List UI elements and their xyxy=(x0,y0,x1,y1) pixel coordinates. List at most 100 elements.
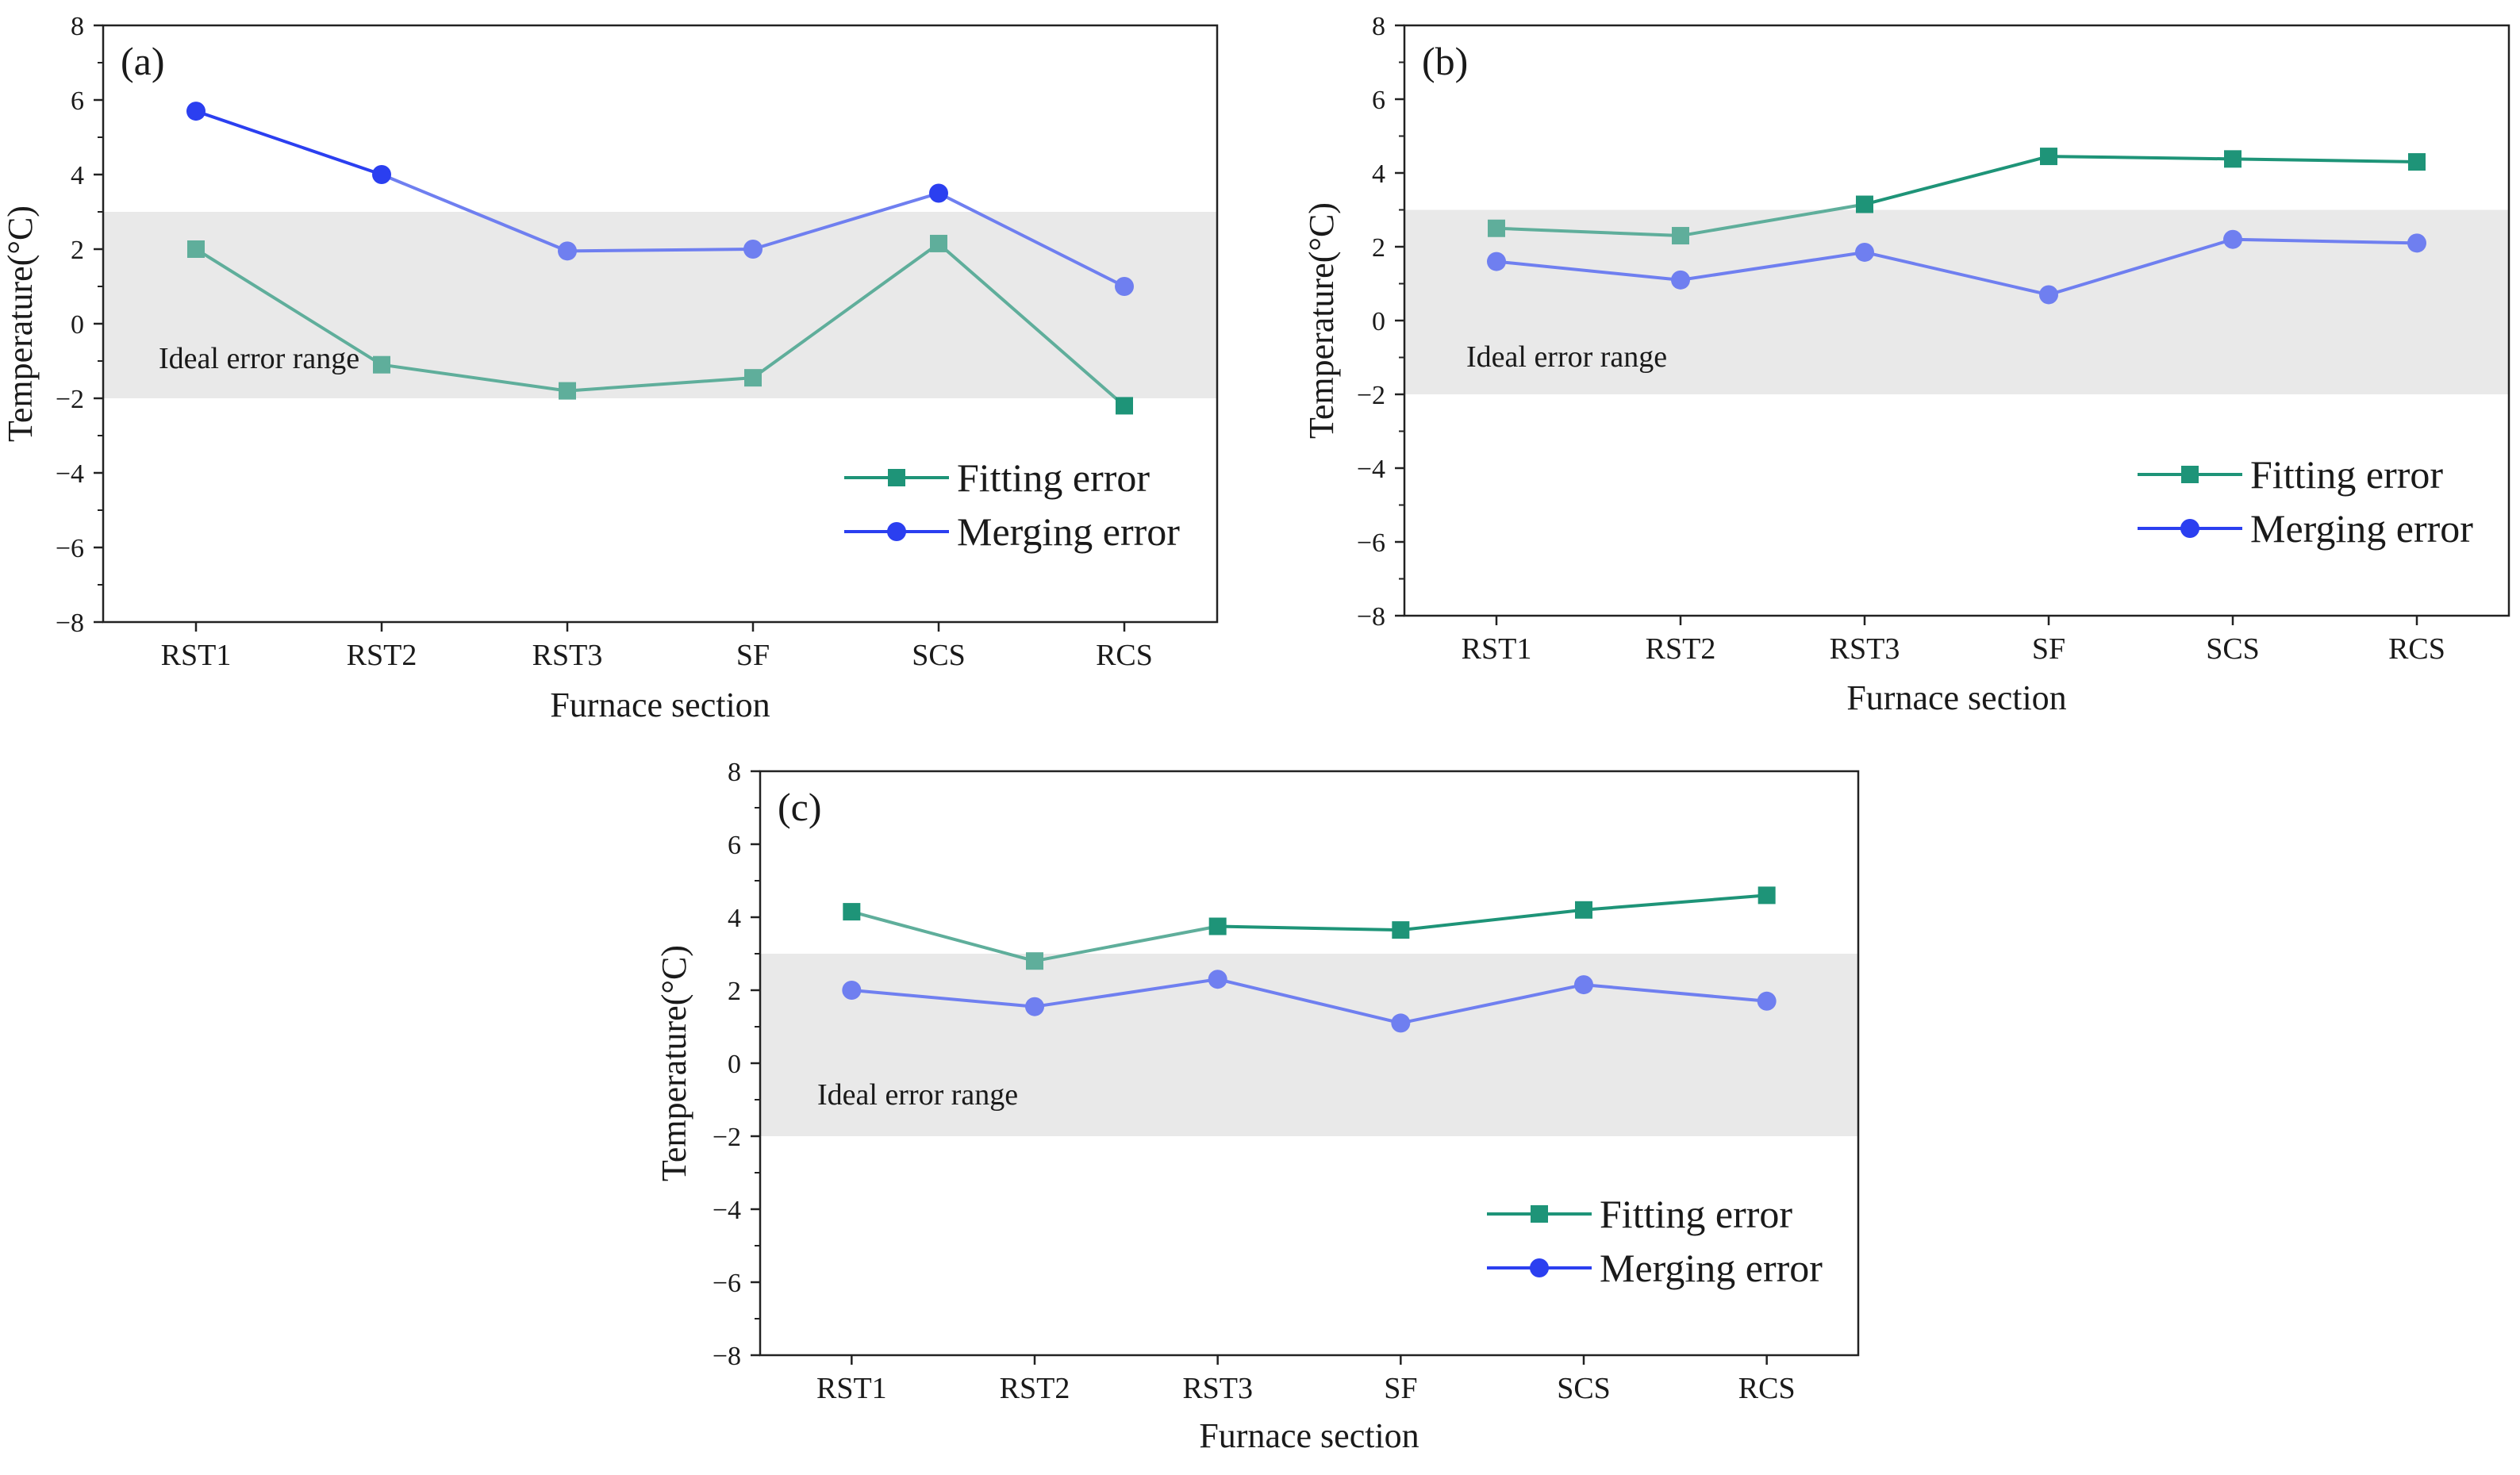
merging-error-point xyxy=(2039,285,2058,305)
merging-error-point xyxy=(743,240,763,259)
band-label: Ideal error range xyxy=(159,342,359,375)
legend-item-merging: Merging error xyxy=(2138,506,2473,551)
y-axis-title: Temperature(°C) xyxy=(655,945,693,1181)
legend-item-merging: Merging error xyxy=(1487,1246,1823,1290)
y-tick-label: −8 xyxy=(713,1342,741,1371)
fitting-error-point xyxy=(843,903,861,921)
series-line-segment xyxy=(1680,202,1865,238)
series-line-segment xyxy=(381,363,568,393)
y-axis-title: Temperature(°C) xyxy=(1302,202,1341,439)
fitting-error-point xyxy=(1672,227,1689,245)
fitting-error-point xyxy=(1757,886,1776,905)
fitting-error-point xyxy=(1488,219,1505,237)
y-tick-label: −2 xyxy=(713,1123,741,1152)
x-tick-label: SCS xyxy=(912,639,966,672)
fitting-error-point xyxy=(1208,917,1227,935)
y-tick-label: 6 xyxy=(71,86,84,116)
y-tick-label: 2 xyxy=(728,977,741,1006)
legend-item-merging: Merging error xyxy=(844,509,1180,554)
panel-label: (b) xyxy=(1422,39,1468,83)
fitting-error-point xyxy=(2224,150,2241,168)
x-tick-label: RCS xyxy=(1738,1372,1796,1405)
fitting-error-point xyxy=(1575,901,1592,919)
series-line-segment xyxy=(752,191,939,251)
series-line-segment xyxy=(1496,259,1681,282)
merging-error-point xyxy=(2407,233,2426,253)
merging-error-point xyxy=(2223,229,2242,249)
legend-item-fitting: Fitting error xyxy=(844,455,1150,500)
y-axis-title: Temperature(°C) xyxy=(1,206,40,442)
fitting-error-point xyxy=(1856,195,1873,213)
y-tick-label: −2 xyxy=(56,385,84,414)
fitting-error-point xyxy=(187,240,205,258)
legend-label: Merging error xyxy=(1600,1246,1823,1290)
x-tick-label: RST3 xyxy=(1830,632,1900,666)
y-tick-label: −6 xyxy=(1357,528,1385,558)
series-line-segment xyxy=(1217,978,1401,1025)
y-tick-label: −8 xyxy=(56,609,84,638)
series-line-segment xyxy=(937,242,1126,407)
y-tick-label: 8 xyxy=(71,12,84,41)
fitting-error-point xyxy=(2408,153,2426,171)
legend-marker xyxy=(888,469,905,486)
y-tick-label: −4 xyxy=(1357,455,1385,484)
series-line-segment xyxy=(1864,155,2049,206)
y-tick-label: 0 xyxy=(71,310,84,340)
series-line-segment xyxy=(938,191,1125,288)
y-tick-label: 6 xyxy=(728,831,741,860)
series-line-segment xyxy=(2232,237,2418,245)
series-line-segment xyxy=(2048,237,2234,297)
x-tick-label: SCS xyxy=(1557,1372,1611,1405)
y-tick-label: 4 xyxy=(728,904,741,933)
y-tick-label: 8 xyxy=(1372,12,1385,41)
series-line-segment xyxy=(2232,157,2418,164)
x-tick-label: RST3 xyxy=(1182,1372,1253,1405)
merging-error-point xyxy=(1208,970,1227,989)
x-tick-label: SF xyxy=(736,639,770,672)
x-tick-label: RST2 xyxy=(1000,1372,1070,1405)
series-merging-error xyxy=(1487,229,2426,305)
merging-error-point xyxy=(1025,997,1044,1016)
x-tick-label: RST1 xyxy=(816,1372,887,1405)
x-tick-label: SF xyxy=(1384,1372,1417,1405)
merging-error-point xyxy=(1115,277,1134,296)
series-line-segment xyxy=(851,910,1035,963)
series-line-segment xyxy=(1864,251,2049,297)
ideal-error-band xyxy=(760,954,1858,1136)
series-line-segment xyxy=(381,173,568,253)
series-line-segment xyxy=(2048,155,2234,161)
series-line-segment xyxy=(1034,924,1219,963)
legend-marker xyxy=(2181,466,2199,483)
legend-label: Fitting error xyxy=(2250,452,2443,497)
chart-panel-c: Ideal error range 8 6 4 2 0 −2 −4 −6 −8 RST1 RST2 RS… xyxy=(655,758,1860,1455)
fitting-error-point xyxy=(559,382,576,400)
series-line-segment xyxy=(1583,893,1767,912)
x-tick-label: RST1 xyxy=(1462,632,1532,666)
y-tick-label: −4 xyxy=(713,1196,741,1225)
fitting-error-point xyxy=(1026,952,1043,970)
series-fitting-error xyxy=(187,234,1133,415)
series-line-segment xyxy=(1680,250,1865,282)
merging-error-point xyxy=(1757,991,1777,1011)
merging-error-point xyxy=(929,183,948,203)
y-tick-label: 8 xyxy=(728,758,741,787)
x-tick-label: RST2 xyxy=(1646,632,1716,666)
series-fitting-error xyxy=(1488,148,2426,245)
merging-error-point xyxy=(842,981,862,1000)
legend-item-fitting: Fitting error xyxy=(1487,1192,1792,1236)
y-tick-label: −8 xyxy=(1357,602,1385,632)
y-tick-label: 4 xyxy=(1372,159,1385,189)
y-tick-label: 2 xyxy=(71,236,84,265)
fitting-error-point xyxy=(744,369,762,387)
legend-item-fitting: Fitting error xyxy=(2138,452,2443,497)
band-label: Ideal error range xyxy=(817,1078,1018,1112)
x-tick-label: RST1 xyxy=(161,639,232,672)
y-tick-label: −6 xyxy=(713,1269,741,1298)
fitting-error-point xyxy=(1392,921,1410,939)
chart-panel-b: Ideal error range 8 6 4 2 0 −2 −4 −6 −8 RST1 RST2 RS… xyxy=(1302,12,2510,717)
merging-error-point xyxy=(1855,242,1874,262)
x-tick-label: SF xyxy=(2032,632,2065,666)
series-line-segment xyxy=(1583,983,1767,1003)
y-tick-label: 0 xyxy=(728,1050,741,1079)
legend-marker xyxy=(2180,519,2199,538)
